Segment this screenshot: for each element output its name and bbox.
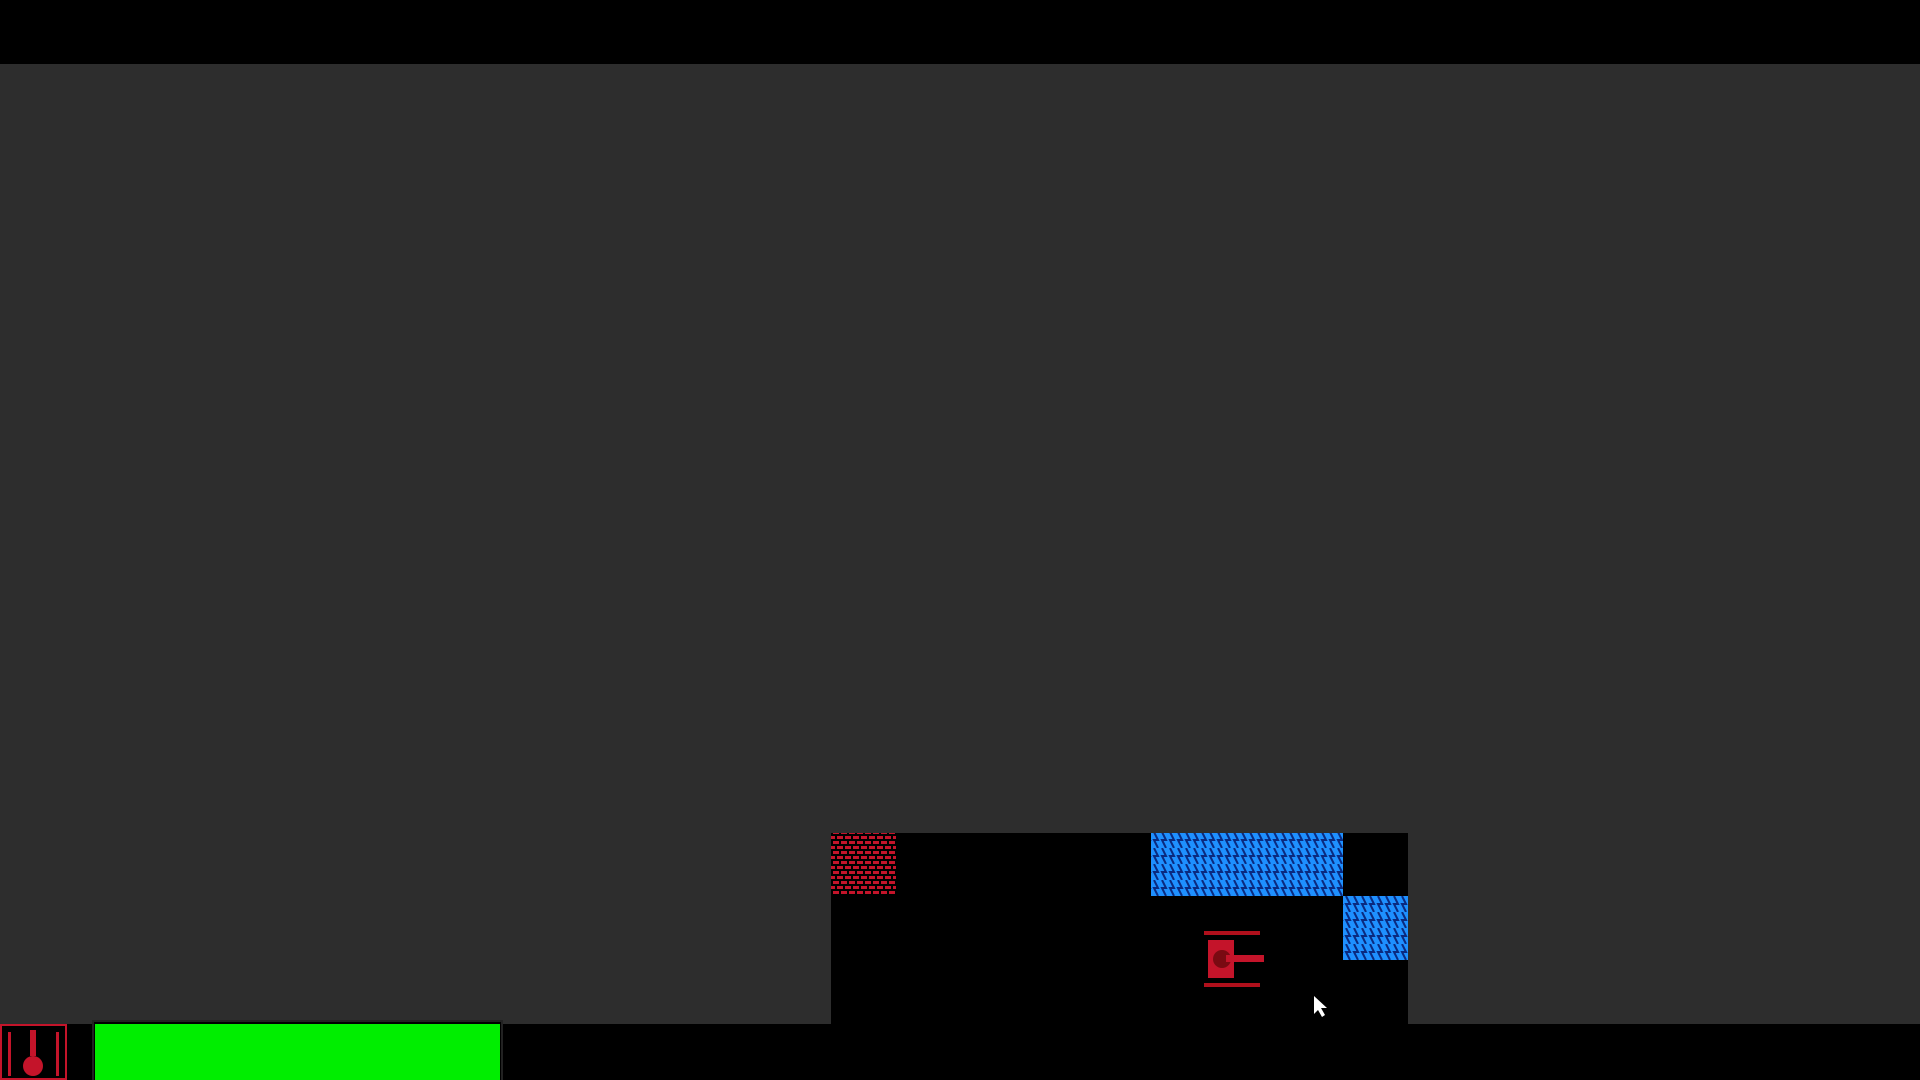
tank-barrel <box>1226 955 1264 962</box>
tank-track <box>1204 931 1260 935</box>
icon-track <box>56 1032 59 1076</box>
health-bar <box>95 1024 500 1080</box>
top-bar <box>0 0 1920 64</box>
player-icon <box>0 1024 67 1080</box>
icon-turret <box>23 1056 43 1076</box>
brick-wall <box>831 833 896 896</box>
cursor <box>1314 996 1327 1017</box>
icon-barrel <box>30 1030 36 1056</box>
water <box>1151 833 1343 896</box>
icon-track <box>8 1032 11 1076</box>
water <box>1343 896 1408 960</box>
player-tank <box>1204 931 1264 987</box>
tank-track <box>1204 983 1260 987</box>
tank-turret <box>1213 950 1231 968</box>
